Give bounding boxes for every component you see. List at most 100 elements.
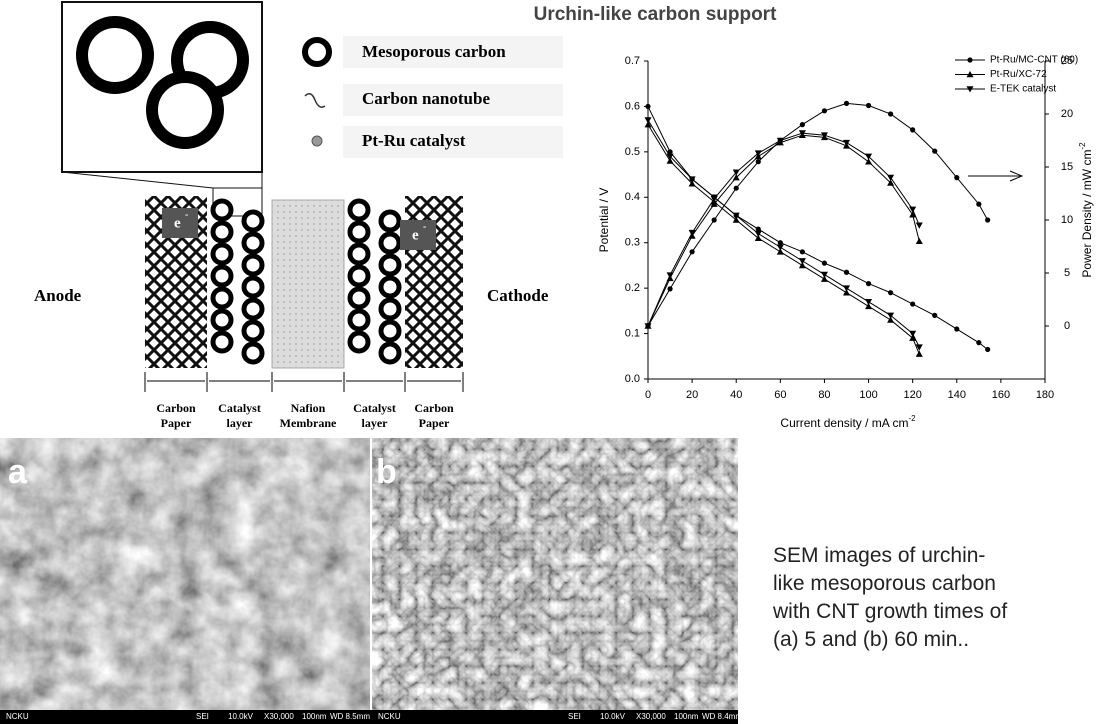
- catalyst-particle: [213, 267, 231, 285]
- sem-image: [0, 438, 370, 724]
- electron-label: e: [412, 227, 419, 243]
- layer-label: Paper: [419, 416, 450, 430]
- catalyst-particle: [213, 289, 231, 307]
- data-point: [645, 117, 652, 123]
- mesoporous-carbon: [152, 77, 218, 143]
- catalyst-particle: [381, 322, 399, 340]
- x-tick-label: 160: [992, 389, 1010, 401]
- layer-label: layer: [362, 416, 389, 430]
- layer-label: Membrane: [280, 416, 337, 430]
- electron-label: -: [185, 209, 188, 220]
- power-line: [648, 133, 919, 326]
- data-point: [822, 261, 827, 266]
- x-tick-label: 40: [730, 389, 742, 401]
- x-tick-label: 80: [818, 389, 830, 401]
- y2-axis-title-text: Power Density / mW cm: [1080, 150, 1094, 278]
- y-tick-label: 0.2: [625, 282, 640, 294]
- data-point: [916, 351, 923, 357]
- y-tick-label: 0.7: [625, 55, 640, 67]
- catalyst-particle: [244, 256, 262, 274]
- catalyst-particle: [350, 201, 368, 219]
- page: { "title": "Urchin-like carbon support",…: [0, 0, 1102, 724]
- sem-footer-label: 100nm: [302, 712, 327, 721]
- layer-label: Nafion: [291, 401, 326, 415]
- caption: SEM images of urchin-like mesoporous car…: [773, 542, 1013, 654]
- legend-icon: [305, 94, 325, 107]
- power-line: [648, 135, 919, 326]
- y2-tick-label: 10: [1061, 214, 1073, 226]
- sem-footer-label: X30,000: [636, 712, 666, 721]
- data-point: [667, 286, 672, 291]
- legend-label: Mesoporous carbon: [362, 42, 506, 61]
- membrane: [272, 200, 344, 368]
- y2-tick-label: 5: [1064, 267, 1070, 279]
- catalyst-particle: [381, 212, 399, 230]
- layer-label: Catalyst: [353, 401, 396, 415]
- x-axis-title-text: Current density / mA cm: [780, 416, 908, 430]
- catalyst-particle: [213, 223, 231, 241]
- layer-label: Paper: [161, 416, 192, 430]
- catalyst-particle: [350, 267, 368, 285]
- data-point: [866, 281, 871, 286]
- layer-label: Carbon: [156, 401, 196, 415]
- y-tick-label: 0.3: [625, 237, 640, 249]
- catalyst-particle: [244, 322, 262, 340]
- data-point: [916, 223, 923, 229]
- legend-icon: [305, 40, 329, 64]
- y-axis-title: Potential / V: [597, 188, 611, 253]
- y2-tick-label: 15: [1061, 161, 1073, 173]
- legend-marker: [967, 57, 972, 62]
- sem-footer-label: NCKU: [378, 712, 401, 721]
- y-tick-label: 0.0: [625, 373, 640, 385]
- data-point: [667, 272, 674, 278]
- sem-label: b: [376, 453, 397, 491]
- data-point: [800, 249, 805, 254]
- potential-line: [648, 106, 988, 349]
- catalyst-particle: [244, 234, 262, 252]
- legend-label: E-TEK catalyst: [990, 84, 1056, 95]
- data-point: [910, 301, 915, 306]
- y-tick-label: 0.5: [625, 146, 640, 158]
- layer-label: Catalyst: [218, 401, 261, 415]
- x-tick-label: 0: [645, 389, 651, 401]
- x-tick-label: 180: [1036, 389, 1054, 401]
- data-point: [954, 326, 959, 331]
- x-tick-label: 120: [903, 389, 921, 401]
- layer-label: layer: [227, 416, 254, 430]
- catalyst-particle: [350, 223, 368, 241]
- data-point: [932, 313, 937, 318]
- sem-footer-label: NCKU: [6, 712, 29, 721]
- data-point: [822, 108, 827, 113]
- data-point: [932, 149, 937, 154]
- catalyst-particle: [381, 344, 399, 362]
- mesoporous-carbon: [82, 22, 148, 88]
- electron-label: e: [174, 215, 181, 231]
- catalyst-particle: [350, 333, 368, 351]
- catalyst-particle: [381, 256, 399, 274]
- catalyst-particle: [213, 201, 231, 219]
- anode-label: Anode: [34, 286, 82, 305]
- legend-label: Carbon nanotube: [362, 89, 490, 108]
- slide: Urchin-like carbon support Mesoporous ca…: [0, 0, 1102, 724]
- y2-tick-label: 0: [1064, 320, 1070, 332]
- data-point: [910, 127, 915, 132]
- legend-label: Pt-Ru/XC-72: [990, 69, 1047, 80]
- catalyst-particle: [213, 311, 231, 329]
- sem-label: a: [8, 453, 28, 491]
- potential-line: [648, 120, 919, 347]
- catalyst-particle: [244, 300, 262, 318]
- data-point: [985, 217, 990, 222]
- catalyst-particle: [244, 344, 262, 362]
- data-point: [985, 347, 990, 352]
- data-point: [888, 111, 893, 116]
- data-point: [756, 159, 761, 164]
- y-tick-label: 0.4: [625, 191, 640, 203]
- data-point: [690, 249, 695, 254]
- zoom-line: [62, 172, 213, 188]
- data-point: [734, 186, 739, 191]
- x-tick-label: 60: [774, 389, 786, 401]
- data-point: [844, 101, 849, 106]
- chart: 0204060801001201401601800.00.10.20.30.40…: [597, 55, 1094, 431]
- cathode-label: Cathode: [487, 286, 549, 305]
- data-point: [916, 238, 923, 244]
